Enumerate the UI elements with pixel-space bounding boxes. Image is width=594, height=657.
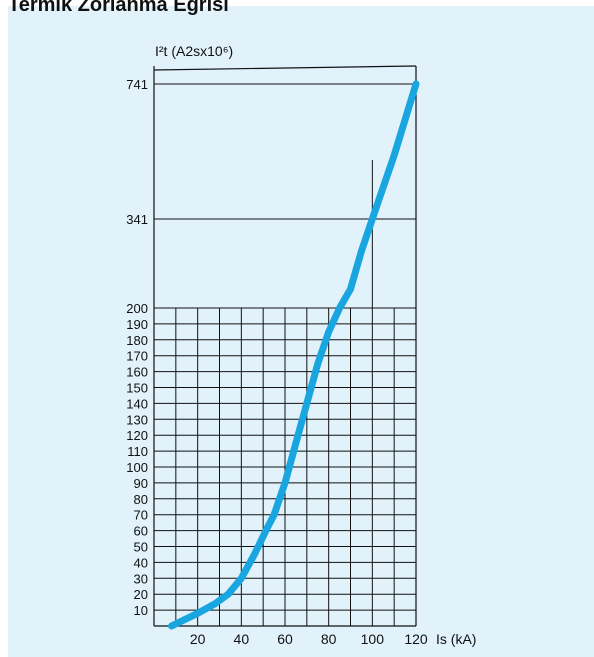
x-tick-label: 100 bbox=[361, 631, 385, 647]
y-tick-label: 100 bbox=[126, 460, 148, 475]
y-tick-label: 70 bbox=[134, 508, 148, 523]
grid-lines bbox=[154, 83, 416, 626]
y-tick-label: 60 bbox=[134, 524, 148, 539]
tick-labels: 2001901801701601501401301201101009080706… bbox=[126, 77, 428, 647]
x-tick-label: 80 bbox=[321, 631, 337, 647]
x-tick-label: 40 bbox=[234, 631, 250, 647]
y-tick-label: 190 bbox=[126, 317, 148, 332]
y-tick-label: 50 bbox=[134, 540, 148, 555]
y-tick-label: 120 bbox=[126, 428, 148, 443]
y-tick-label: 160 bbox=[126, 365, 148, 380]
y-tick-label: 20 bbox=[134, 587, 148, 602]
y-axis-label: I²t (A2sx10⁶) bbox=[155, 43, 233, 59]
y-tick-label: 150 bbox=[126, 381, 148, 396]
curve-layer bbox=[168, 80, 420, 630]
y-tick-label: 180 bbox=[126, 333, 148, 348]
y-tick-label: 341 bbox=[126, 212, 148, 227]
y-tick-label: 90 bbox=[134, 476, 148, 491]
chart-frame bbox=[153, 65, 417, 627]
y-tick-label: 130 bbox=[126, 412, 148, 427]
y-tick-label: 10 bbox=[134, 603, 148, 618]
page-title: Termik Zorlanma Eğrisi bbox=[8, 0, 229, 16]
chart-panel: Termik Zorlanma Eğrisi bbox=[8, 0, 594, 657]
x-tick-label: 60 bbox=[277, 631, 293, 647]
y-tick-label: 110 bbox=[127, 444, 148, 459]
x-tick-label: 120 bbox=[404, 631, 428, 647]
y-tick-label: 200 bbox=[126, 301, 148, 316]
y-tick-label: 30 bbox=[134, 571, 148, 586]
x-tick-label: 20 bbox=[190, 631, 206, 647]
y-tick-label: 140 bbox=[126, 396, 148, 411]
y-tick-label: 80 bbox=[134, 492, 148, 507]
y-tick-label: 741 bbox=[126, 77, 148, 92]
thermal-stress-curve bbox=[168, 80, 420, 630]
y-tick-label: 170 bbox=[126, 349, 148, 364]
y-tick-label: 40 bbox=[134, 555, 148, 570]
top-frame-line bbox=[153, 65, 417, 71]
x-axis-label: Is (kA) bbox=[436, 631, 476, 647]
